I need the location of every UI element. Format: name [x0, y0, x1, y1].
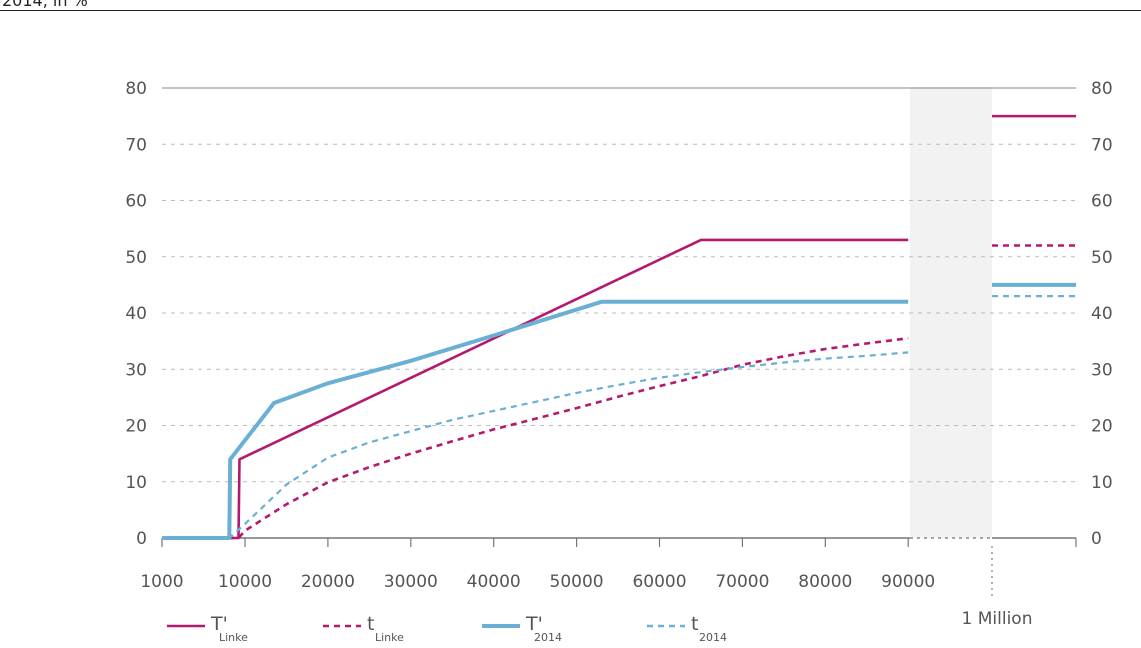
- series-line-t_linke: [162, 337, 909, 540]
- y-tick-label-left: 0: [136, 529, 147, 549]
- y-tick-label-right: 0: [1091, 529, 1102, 549]
- y-tick-label-left: 20: [125, 417, 147, 437]
- x-tick-label: 1000: [140, 572, 183, 592]
- y-tick-label-right: 40: [1091, 304, 1113, 324]
- x-tick-label: 80000: [798, 572, 852, 592]
- y-tick-label-left: 70: [125, 135, 147, 155]
- y-tick-label-left: 40: [125, 304, 147, 324]
- x-tick-label: 70000: [715, 572, 769, 592]
- x-tick-label: 60000: [632, 572, 686, 592]
- series-line-t_2014: [162, 351, 909, 540]
- legend-label-T_2014: T': [525, 613, 543, 635]
- axis-break-band: [910, 87, 992, 538]
- legend-label-T_linke: T': [210, 613, 228, 635]
- y-tick-label-left: 10: [125, 473, 147, 493]
- series-line-T_linke: [162, 238, 909, 540]
- y-tick-label-right: 20: [1091, 417, 1113, 437]
- caption-fragment: 2014, in %: [2, 0, 88, 10]
- legend-sublabel-T_linke: Linke: [219, 631, 248, 644]
- y-tick-label-left: 30: [125, 360, 147, 380]
- y-tick-label-right: 30: [1091, 360, 1113, 380]
- legend-sublabel-t_linke: Linke: [375, 631, 404, 644]
- top-rule: [0, 10, 1141, 11]
- x-tick-label: 30000: [384, 572, 438, 592]
- x-million-label: 1 Million: [962, 609, 1033, 629]
- x-tick-label: 10000: [218, 572, 272, 592]
- y-tick-label-left: 50: [125, 248, 147, 268]
- x-tick-label: 20000: [301, 572, 355, 592]
- y-tick-label-right: 50: [1091, 248, 1113, 268]
- x-tick-label: 90000: [881, 572, 935, 592]
- legend-sublabel-t_2014: 2014: [699, 631, 727, 644]
- x-tick-label: 50000: [550, 572, 604, 592]
- legend-label-t_2014: t: [691, 613, 698, 635]
- series-line-T_2014: [162, 299, 909, 540]
- y-tick-label-right: 70: [1091, 135, 1113, 155]
- y-tick-label-left: 60: [125, 192, 147, 212]
- y-tick-label-left: 80: [125, 79, 147, 99]
- y-tick-label-right: 80: [1091, 79, 1113, 99]
- legend-sublabel-T_2014: 2014: [534, 631, 562, 644]
- x-tick-label: 40000: [467, 572, 521, 592]
- legend-label-t_linke: t: [367, 613, 374, 635]
- y-tick-label-right: 10: [1091, 473, 1113, 493]
- y-tick-label-right: 60: [1091, 192, 1113, 212]
